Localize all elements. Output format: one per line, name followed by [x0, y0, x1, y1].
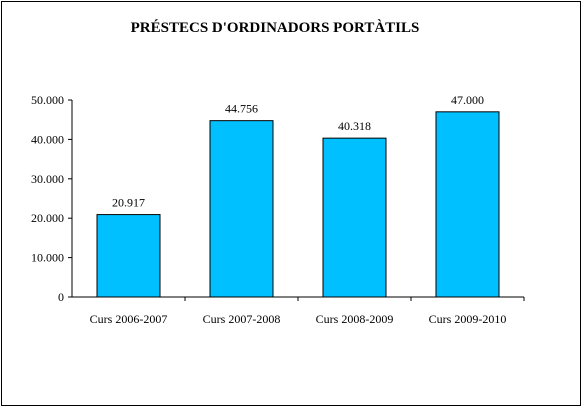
- y-tick-label: 20.000: [31, 211, 64, 225]
- bar: [435, 111, 500, 298]
- data-label: 47.000: [451, 93, 484, 107]
- x-tick-label: Curs 2008-2009: [316, 312, 394, 326]
- x-tick-label: Curs 2009-2010: [429, 312, 507, 326]
- bar: [209, 120, 274, 298]
- y-tick-label: 10.000: [31, 251, 64, 265]
- data-label: 44.756: [225, 102, 258, 116]
- x-tick-label: Curs 2007-2008: [203, 312, 281, 326]
- y-tick-label: 0: [58, 290, 64, 304]
- bar: [322, 137, 387, 298]
- bars: [96, 111, 500, 298]
- labels: 20.917 Curs 2006-2007 44.756 Curs 2007-2008…: [90, 93, 507, 326]
- y-tick-label: 40.000: [31, 132, 64, 146]
- data-label: 20.917: [112, 196, 145, 210]
- data-label: 40.318: [338, 119, 371, 133]
- x-tick-label: Curs 2006-2007: [90, 312, 168, 326]
- chart-title: PRÉSTECS D'ORDINADORS PORTÀTILS: [131, 19, 420, 36]
- y-tick-label: 50.000: [31, 93, 64, 107]
- y-tick-label: 30.000: [31, 172, 64, 186]
- bar: [96, 214, 161, 298]
